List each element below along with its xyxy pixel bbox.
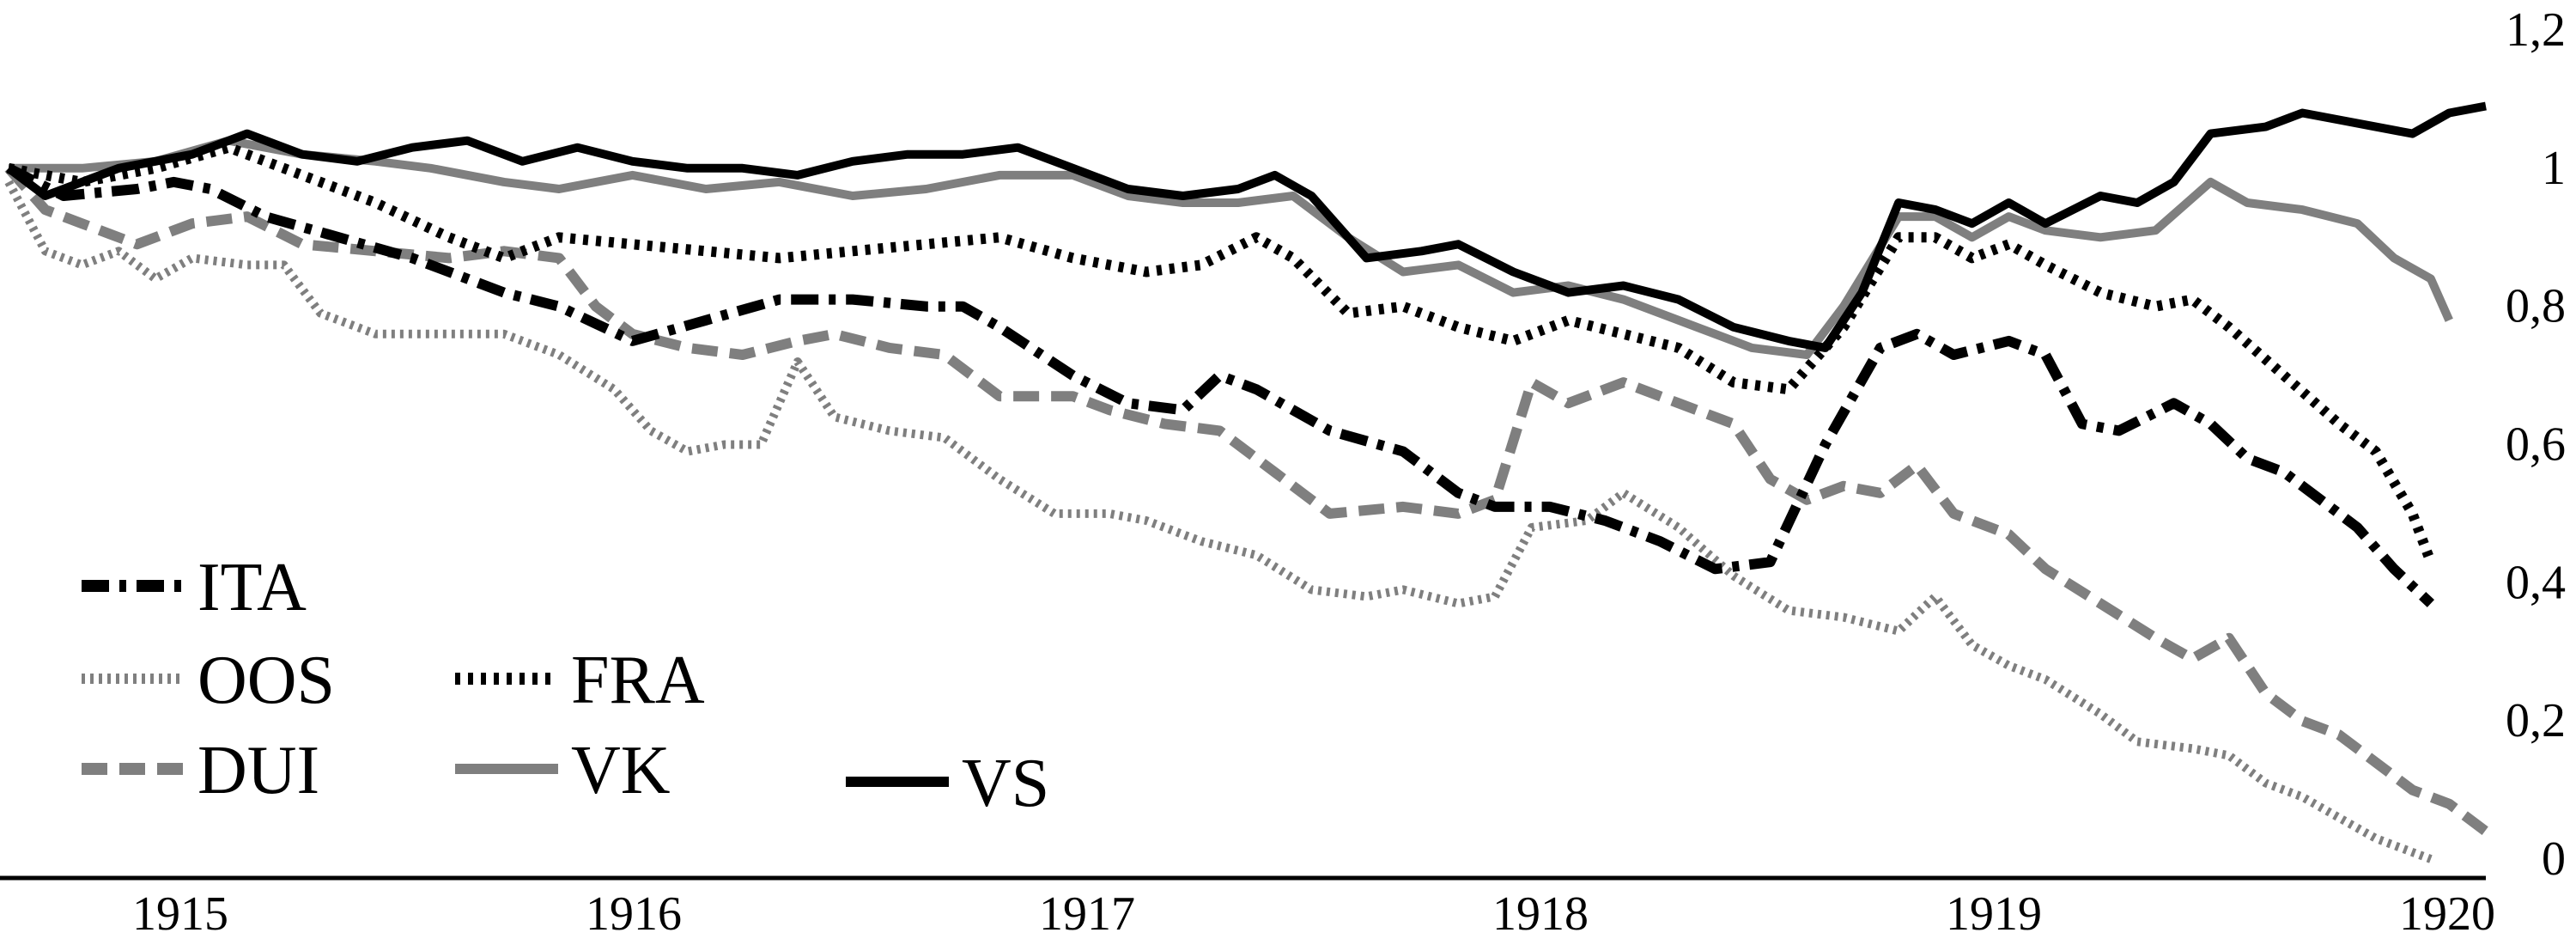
series-line-oos — [4, 180, 2433, 863]
legend-label-vs: VS — [962, 746, 1049, 821]
legend-label-fra: FRA — [571, 643, 705, 718]
y-tick-label: 0,8 — [2506, 280, 2566, 333]
x-tick-labels: 1915 1916 1917 1918 1919 1920 — [132, 887, 2495, 941]
x-tick-label: 1915 — [132, 887, 228, 941]
y-tick-label: 0,6 — [2506, 418, 2566, 472]
y-tick-label: 0 — [2542, 832, 2566, 886]
series-line-vk — [9, 136, 2453, 359]
legend-label-ita: ITA — [197, 550, 307, 625]
legend-label-dui: DUI — [197, 733, 319, 808]
x-tick-label: 1920 — [2399, 887, 2495, 941]
y-tick-label: 0,2 — [2506, 694, 2566, 747]
y-tick-labels: 0 0,2 0,4 0,6 0,8 1 1,2 — [2506, 3, 2566, 886]
series-line-fra — [7, 142, 2436, 564]
series-line-dui — [4, 164, 2489, 836]
x-tick-label: 1916 — [586, 887, 682, 941]
x-tick-label: 1917 — [1039, 887, 1135, 941]
series-line-ita — [6, 163, 2435, 607]
y-tick-label: 1 — [2542, 142, 2566, 195]
series-layer — [4, 101, 2489, 863]
legend-label-vk: VK — [571, 733, 671, 808]
x-tick-label: 1918 — [1492, 887, 1589, 941]
x-tick-label: 1919 — [1946, 887, 2042, 941]
y-tick-label: 1,2 — [2506, 3, 2566, 57]
series-line-vs — [5, 101, 2487, 352]
y-tick-label: 0,4 — [2506, 556, 2566, 609]
legend-label-oos: OOS — [197, 643, 335, 718]
legend: ITA OOS FRA DUI VK VS — [82, 550, 1049, 821]
